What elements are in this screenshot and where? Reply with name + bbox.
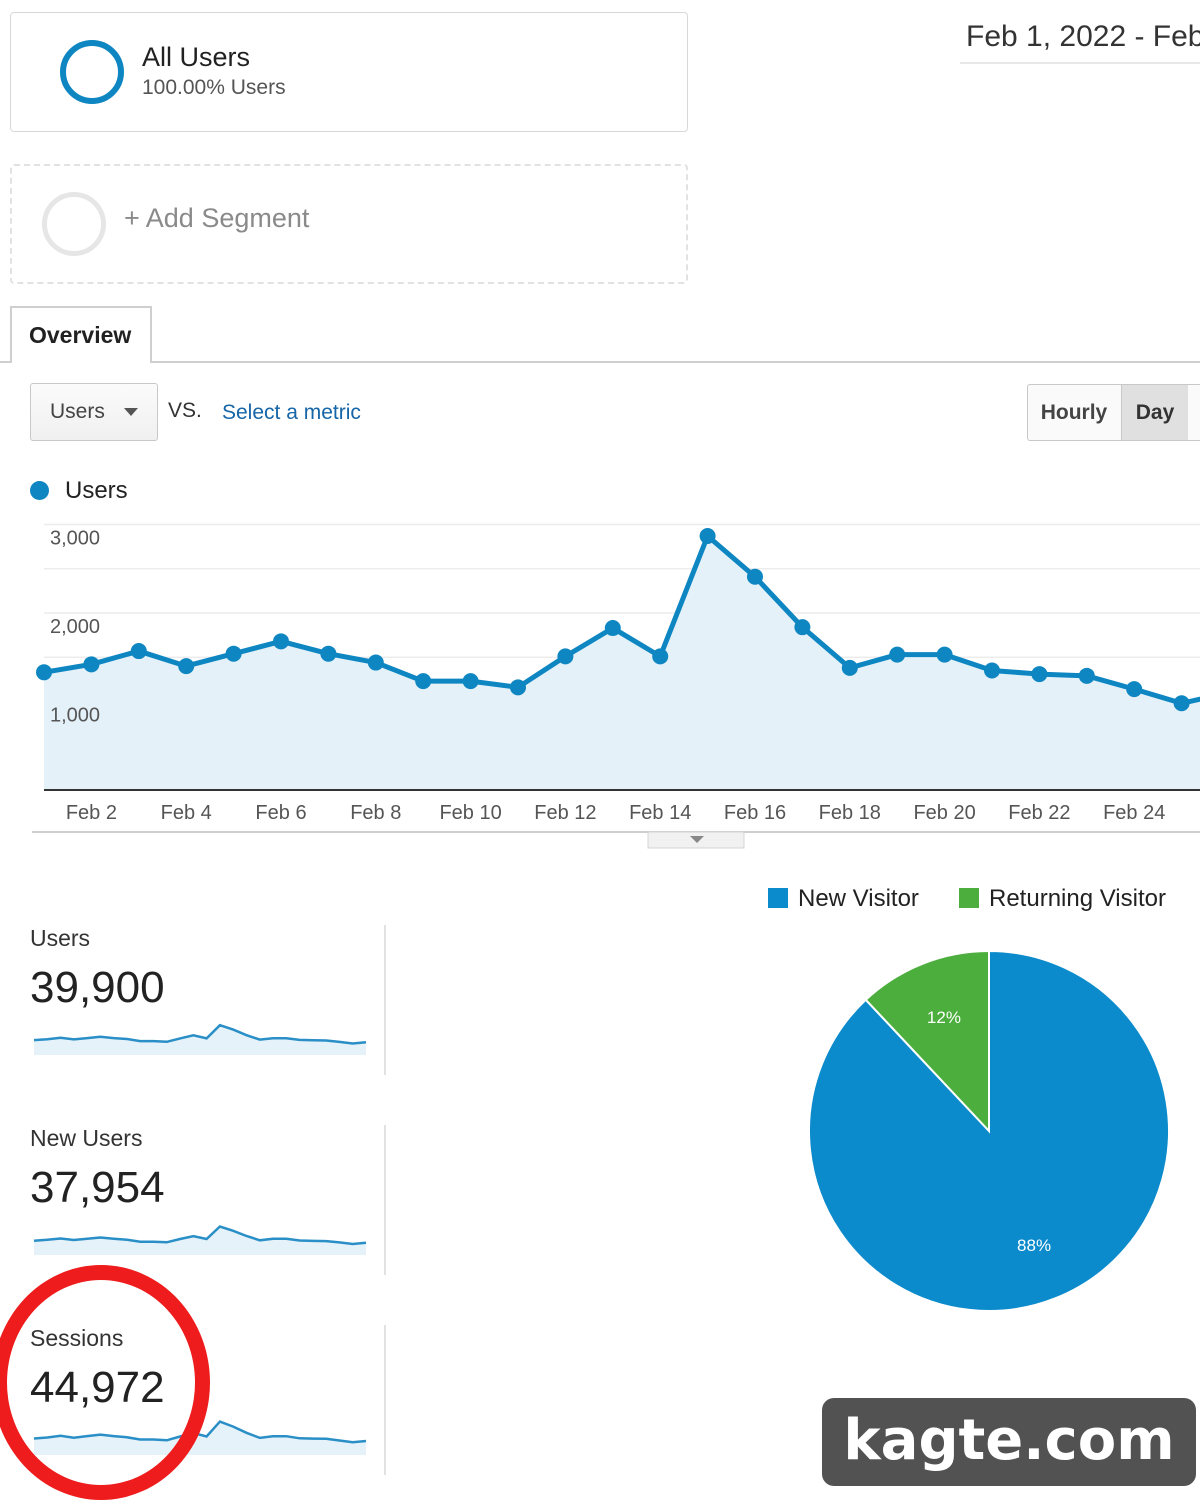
metric-dropdown-label: Users bbox=[50, 400, 105, 423]
data-point-feb-4[interactable] bbox=[178, 658, 195, 675]
scorecard-divider bbox=[384, 1325, 386, 1475]
y-axis-ticks: 3,000 2,000 1,000 bbox=[50, 528, 100, 727]
users-area-fill bbox=[44, 536, 1200, 790]
y-tick-label: 3,000 bbox=[50, 528, 100, 550]
scorecard-value: 39,900 bbox=[30, 963, 165, 1012]
legend-label-users: Users bbox=[65, 477, 128, 504]
y-tick-label: 1,000 bbox=[50, 705, 100, 727]
y-tick-label: 2,000 bbox=[50, 616, 100, 638]
data-point-feb-15[interactable] bbox=[699, 528, 716, 545]
x-tick-label: Feb 14 bbox=[629, 802, 691, 824]
legend-swatch-new-visitor bbox=[768, 888, 788, 908]
data-point-feb-2[interactable] bbox=[83, 656, 100, 673]
select-metric-link[interactable]: Select a metric bbox=[222, 401, 361, 424]
data-point-feb-8[interactable] bbox=[367, 654, 384, 671]
segment-title: All Users bbox=[142, 42, 251, 72]
x-tick-label: Feb 22 bbox=[1008, 802, 1070, 824]
data-point-feb-5[interactable] bbox=[225, 645, 242, 662]
data-point-feb-23[interactable] bbox=[1078, 667, 1095, 684]
data-point-feb-16[interactable] bbox=[747, 568, 763, 585]
pie-slice-label: 12% bbox=[927, 1008, 961, 1027]
pie-slice-returning-visitor[interactable] bbox=[864, 949, 990, 1134]
tab-divider bbox=[0, 361, 1200, 363]
x-tick-label: Feb 18 bbox=[819, 802, 881, 824]
legend-dot-users bbox=[30, 481, 49, 500]
data-point-feb-20[interactable] bbox=[936, 646, 953, 663]
data-point-feb-3[interactable] bbox=[130, 643, 147, 660]
data-point-feb-9[interactable] bbox=[415, 673, 432, 690]
add-segment-ring-icon bbox=[42, 192, 106, 256]
segment-subtitle: 100.00% Users bbox=[142, 76, 286, 99]
sparkline-line bbox=[33, 1023, 367, 1045]
data-point-feb-17[interactable] bbox=[794, 619, 811, 636]
scorecard-label: New Users bbox=[30, 1125, 143, 1151]
data-point-feb-19[interactable] bbox=[889, 646, 906, 663]
scorecard-divider bbox=[384, 925, 386, 1075]
data-point-feb-13[interactable] bbox=[604, 620, 621, 637]
x-tick-label: Feb 16 bbox=[724, 802, 786, 824]
add-segment-card[interactable] bbox=[10, 164, 688, 284]
legend-label-new-visitor: New Visitor bbox=[798, 885, 919, 912]
hourly-button[interactable]: Hourly bbox=[1040, 401, 1108, 424]
day-button[interactable]: Day bbox=[1121, 385, 1188, 440]
chevron-down-icon bbox=[124, 408, 138, 416]
data-point-feb-21[interactable] bbox=[984, 662, 1000, 679]
legend-label-returning-visitor: Returning Visitor bbox=[989, 885, 1166, 912]
sparkline-fill bbox=[34, 1025, 366, 1055]
data-point-feb-12[interactable] bbox=[557, 648, 574, 665]
pie-slice-label: 88% bbox=[1017, 1236, 1051, 1255]
x-tick-label: Feb 20 bbox=[913, 802, 975, 824]
data-point-feb-6[interactable] bbox=[273, 633, 289, 650]
data-point-feb-22[interactable] bbox=[1031, 666, 1048, 683]
data-point-feb-11[interactable] bbox=[510, 679, 526, 696]
add-segment-label[interactable]: + Add Segment bbox=[124, 203, 310, 233]
data-point-feb-24[interactable] bbox=[1126, 681, 1143, 698]
scorecard-divider bbox=[384, 1125, 386, 1275]
data-point-feb-1[interactable] bbox=[36, 664, 52, 681]
caret-down-icon bbox=[690, 836, 704, 843]
x-tick-label: Feb 8 bbox=[350, 802, 401, 824]
date-range-picker[interactable]: Feb 1, 2022 - Feb bbox=[966, 20, 1200, 53]
data-point-feb-7[interactable] bbox=[320, 645, 337, 662]
data-point-feb-25[interactable] bbox=[1173, 695, 1190, 712]
data-point-feb-18[interactable] bbox=[841, 659, 858, 676]
scorecard-label: Users bbox=[30, 925, 91, 951]
watermark-background bbox=[822, 1398, 1196, 1486]
visitor-pie-chart: 88% 12% bbox=[808, 949, 1170, 1312]
x-axis-ticks: Feb 2 Feb 4 Feb 6 Feb 8 Feb 10 Feb 12 Feb 14 Fe… bbox=[66, 802, 1166, 824]
tab-overview[interactable]: Overview bbox=[10, 306, 152, 363]
sparkline-line bbox=[33, 1225, 367, 1246]
users-points bbox=[36, 528, 1190, 712]
data-point-feb-14[interactable] bbox=[652, 648, 669, 665]
x-tick-label: Feb 24 bbox=[1103, 802, 1165, 824]
highlight-circle bbox=[0, 1265, 210, 1500]
scorecard-value: 37,954 bbox=[30, 1163, 165, 1212]
sparkline-fill bbox=[34, 1226, 366, 1255]
data-point-feb-10[interactable] bbox=[462, 673, 479, 690]
date-range-underline bbox=[960, 62, 1200, 64]
watermark-text: kagte.com bbox=[843, 1408, 1175, 1473]
scorecard-sparkline bbox=[33, 1225, 367, 1255]
x-tick-label: Feb 12 bbox=[534, 802, 596, 824]
scorecard-sparkline bbox=[33, 1023, 367, 1055]
segment-ring-icon bbox=[60, 40, 124, 104]
x-tick-label: Feb 6 bbox=[255, 802, 306, 824]
x-tick-label: Feb 10 bbox=[439, 802, 501, 824]
x-tick-label: Feb 4 bbox=[161, 802, 212, 824]
x-tick-label: Feb 2 bbox=[66, 802, 117, 824]
legend-swatch-returning-visitor bbox=[959, 888, 979, 908]
vs-label: VS. bbox=[168, 399, 202, 422]
